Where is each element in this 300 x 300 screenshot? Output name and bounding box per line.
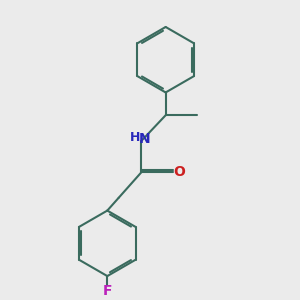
Text: N: N xyxy=(139,132,150,145)
Text: F: F xyxy=(103,284,112,298)
Text: O: O xyxy=(173,165,185,179)
Text: H: H xyxy=(130,131,140,145)
